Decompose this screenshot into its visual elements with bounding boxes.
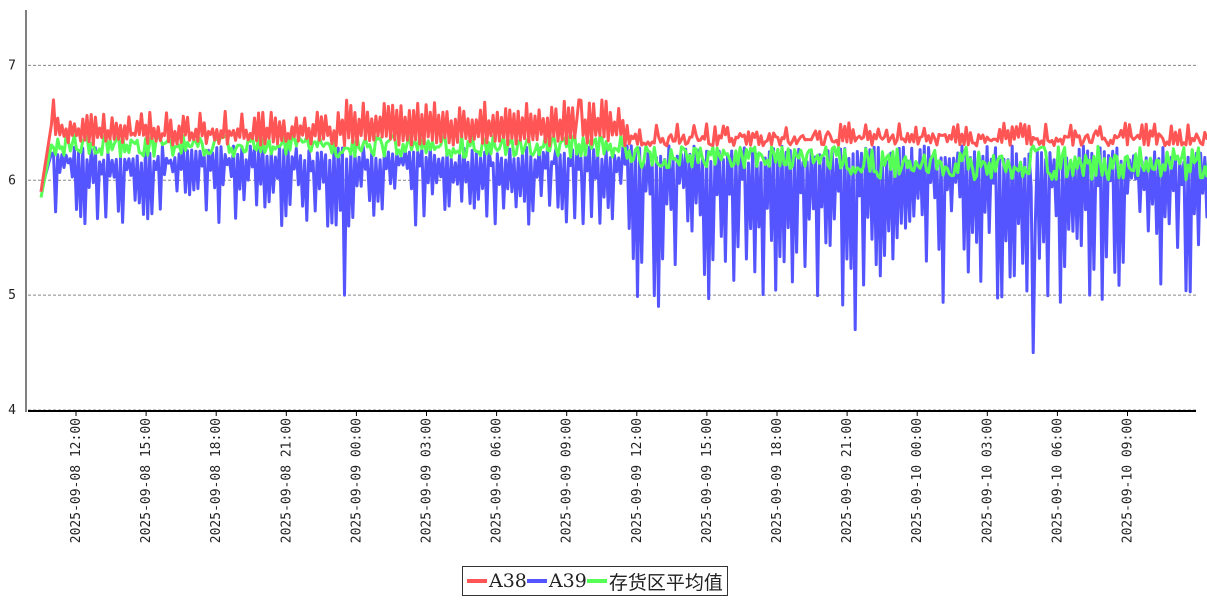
x-tick-label: 2025-09-09 12:00 — [630, 418, 645, 543]
legend-label-a39: A39 — [549, 570, 587, 592]
x-tick-label: 2025-09-10 06:00 — [1050, 418, 1065, 543]
x-tick-label: 2025-09-09 15:00 — [700, 418, 715, 543]
x-tick-label: 2025-09-08 12:00 — [69, 418, 84, 543]
y-tick-label: 6 — [8, 173, 16, 188]
y-tick-label: 5 — [8, 288, 16, 303]
y-tick-label: 7 — [8, 58, 16, 73]
legend-item-a39[interactable]: A39 — [527, 570, 587, 592]
legend-label-a38: A38 — [489, 570, 527, 592]
series-layer — [41, 100, 1207, 353]
x-tick-label: 2025-09-09 18:00 — [770, 418, 785, 543]
x-tick-label: 2025-09-08 15:00 — [139, 418, 154, 543]
legend-swatch-average — [587, 579, 607, 583]
x-tick-label: 2025-09-09 21:00 — [840, 418, 855, 543]
legend-label-average: 存货区平均值 — [609, 568, 723, 595]
x-tick-label: 2025-09-09 06:00 — [490, 418, 505, 543]
y-tick-label: 4 — [8, 403, 16, 418]
x-tick-label: 2025-09-09 03:00 — [420, 418, 435, 543]
legend: A38 A39 存货区平均值 — [462, 566, 728, 596]
legend-swatch-a38 — [467, 579, 487, 583]
legend-item-a38[interactable]: A38 — [467, 570, 527, 592]
legend-item-average[interactable]: 存货区平均值 — [587, 568, 723, 595]
x-tick-label: 2025-09-08 21:00 — [279, 418, 294, 543]
x-tick-label: 2025-09-09 09:00 — [560, 418, 575, 543]
x-tick-label: 2025-09-10 03:00 — [980, 418, 995, 543]
series-line-a39 — [41, 146, 1207, 353]
y-tick-labels: 4 5 6 7 — [8, 58, 16, 418]
x-tick-label: 2025-09-09 00:00 — [349, 418, 364, 543]
legend-swatch-a39 — [527, 579, 547, 583]
x-tick-labels: 2025-09-08 12:00 2025-09-08 15:00 2025-09-… — [69, 411, 1136, 543]
x-tick-label: 2025-09-08 18:00 — [209, 418, 224, 543]
x-tick-label: 2025-09-10 00:00 — [910, 418, 925, 543]
x-tick-label: 2025-09-10 09:00 — [1121, 418, 1136, 543]
